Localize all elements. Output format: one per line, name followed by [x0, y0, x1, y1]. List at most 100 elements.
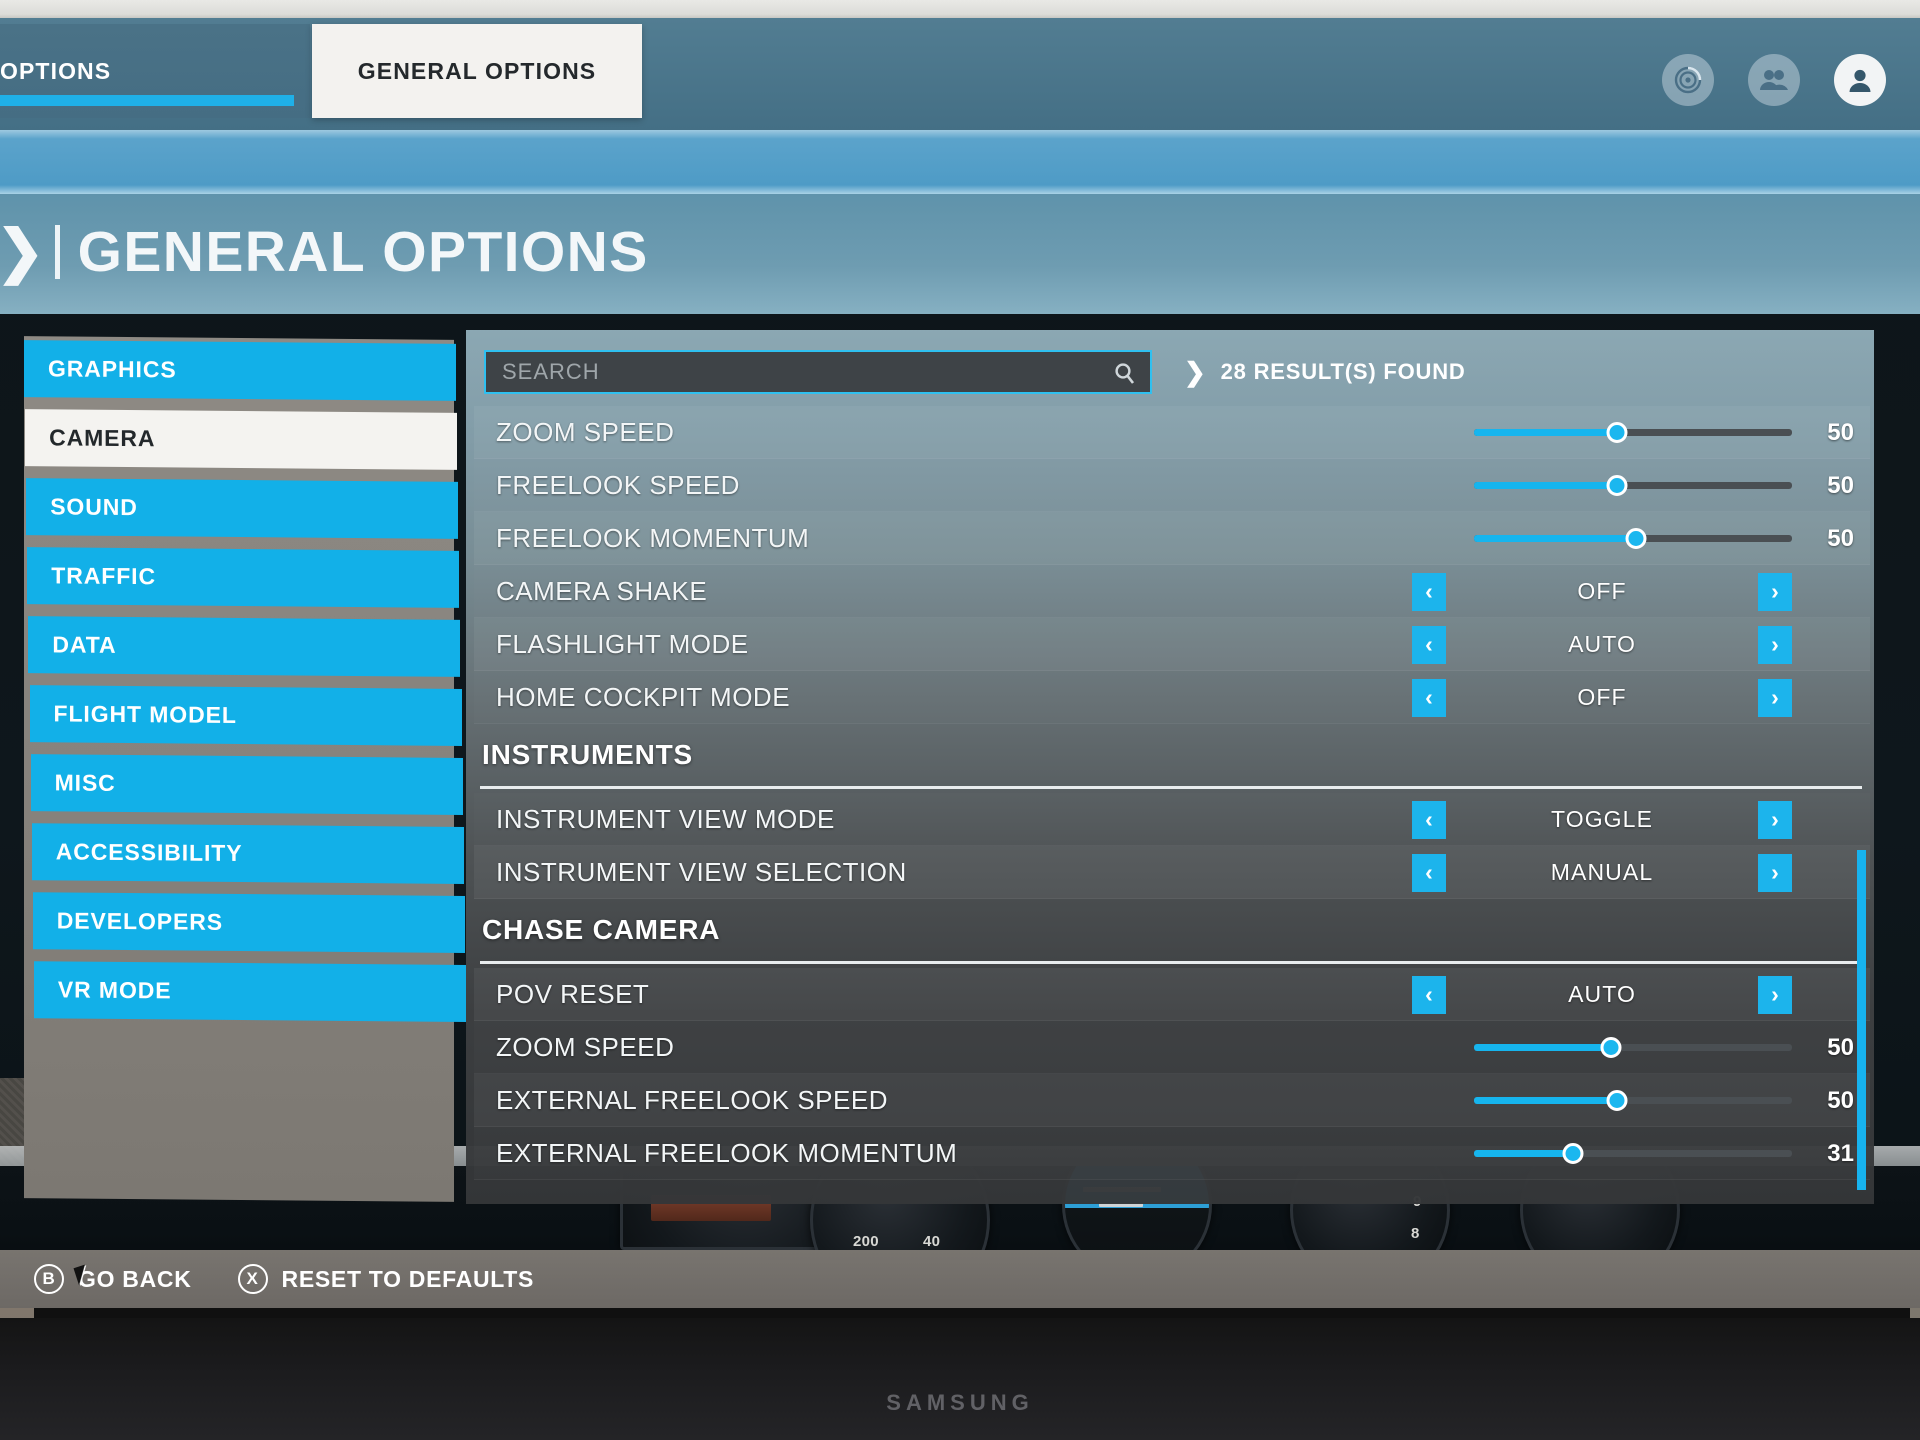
sidebar-item-label: CAMERA	[49, 424, 156, 452]
sidebar-item-camera[interactable]: CAMERA	[25, 409, 458, 470]
selector-prev-arrow-icon[interactable]: ‹	[1412, 853, 1446, 892]
sidebar-item-sound[interactable]: SOUND	[26, 478, 459, 539]
sidebar-item-label: DEVELOPERS	[56, 907, 224, 935]
setting-row[interactable]: EXTERNAL FREELOOK SPEED 50	[474, 1074, 1870, 1127]
selector-prev-arrow-icon[interactable]: ‹	[1412, 678, 1446, 717]
slider-knob[interactable]	[1562, 1143, 1584, 1164]
settings-panel: SEARCH ❯ 28 RESULT(S) FOUND ZOOM SP	[466, 330, 1874, 1204]
tab-general-options-label: GENERAL OPTIONS	[357, 57, 597, 84]
selector-prev-arrow-icon[interactable]: ‹	[1412, 572, 1446, 611]
slider-value: 50	[1827, 524, 1854, 552]
selector-value: MANUAL	[1550, 859, 1654, 885]
setting-row[interactable]: POV RESET ‹ AUTO ›	[474, 968, 1870, 1021]
setting-control: 50	[1474, 459, 1854, 512]
selector-prev-arrow-icon[interactable]: ‹	[1412, 800, 1446, 839]
selector-next-arrow-icon[interactable]: ›	[1758, 625, 1792, 664]
setting-selector: ‹ MANUAL ›	[1412, 853, 1792, 892]
multiplayer-people-icon[interactable]	[1748, 54, 1800, 106]
sidebar-item-label: DATA	[52, 631, 117, 658]
slider-track[interactable]	[1474, 429, 1792, 436]
setting-slider[interactable]	[1474, 1021, 1792, 1074]
selector-next-arrow-icon[interactable]: ›	[1758, 800, 1792, 839]
footer-button-go-back[interactable]: B GO BACK	[34, 1264, 192, 1294]
slider-value: 31	[1827, 1139, 1854, 1167]
setting-control: ‹ MANUAL ›	[1412, 846, 1854, 899]
slider-value: 50	[1827, 1086, 1854, 1114]
sidebar-item-graphics[interactable]: GRAPHICS	[24, 340, 456, 401]
selector-prev-arrow-icon[interactable]: ‹	[1412, 625, 1446, 664]
selector-next-arrow-icon[interactable]: ›	[1758, 678, 1792, 717]
setting-selector: ‹ TOGGLE ›	[1412, 800, 1792, 839]
tab-options-underline	[0, 95, 294, 106]
slider-fill	[1474, 1044, 1611, 1051]
setting-control: 50	[1474, 1074, 1854, 1127]
setting-row[interactable]: INSTRUMENT VIEW SELECTION ‹ MANUAL ›	[474, 846, 1870, 899]
sidebar-item-data[interactable]: DATA	[28, 616, 461, 677]
setting-row[interactable]: FREELOOK MOMENTUM 50	[474, 512, 1870, 565]
setting-slider[interactable]	[1474, 1074, 1792, 1127]
slider-knob[interactable]	[1606, 422, 1628, 443]
setting-row[interactable]: FREELOOK SPEED 50	[474, 459, 1870, 512]
slider-knob[interactable]	[1625, 528, 1647, 549]
slider-knob[interactable]	[1600, 1037, 1622, 1058]
monitor-brand-label: SAMSUNG	[886, 1390, 1034, 1415]
slider-track[interactable]	[1474, 482, 1792, 489]
setting-row[interactable]: CAMERA SHAKE ‹ OFF ›	[474, 565, 1870, 618]
search-row: SEARCH ❯ 28 RESULT(S) FOUND	[484, 344, 1864, 400]
setting-slider[interactable]	[1474, 512, 1792, 565]
setting-label: ZOOM SPEED	[496, 1031, 675, 1062]
sidebar-item-traffic[interactable]: TRAFFIC	[27, 547, 460, 608]
profile-avatar-icon[interactable]	[1834, 54, 1886, 106]
search-icon[interactable]	[1112, 361, 1138, 392]
selector-next-arrow-icon[interactable]: ›	[1758, 853, 1792, 892]
slider-fill	[1474, 1097, 1618, 1104]
setting-selector: ‹ AUTO ›	[1412, 975, 1792, 1014]
page-title-separator	[54, 225, 60, 279]
selector-prev-arrow-icon[interactable]: ‹	[1412, 975, 1446, 1014]
results-chevron-icon: ❯	[1184, 356, 1207, 387]
sidebar-item-developers[interactable]: DEVELOPERS	[32, 892, 465, 953]
page-title-chevron-icon: ❯	[0, 219, 45, 284]
tab-options[interactable]: OPTIONS	[0, 24, 310, 118]
setting-slider[interactable]	[1474, 406, 1792, 459]
gamepad-button-b-icon: B	[34, 1264, 64, 1294]
sidebar-item-label: FLIGHT MODEL	[53, 700, 237, 728]
sidebar-item-accessibility[interactable]: ACCESSIBILITY	[31, 823, 464, 884]
setting-control: ‹ AUTO ›	[1412, 618, 1854, 671]
selector-next-arrow-icon[interactable]: ›	[1758, 572, 1792, 611]
setting-row[interactable]: HOME COCKPIT MODE ‹ OFF ›	[474, 671, 1870, 724]
slider-track[interactable]	[1474, 1150, 1792, 1157]
slider-track[interactable]	[1474, 1097, 1792, 1104]
sidebar-item-misc[interactable]: MISC	[30, 754, 463, 815]
setting-row[interactable]: ZOOM SPEED 50	[474, 406, 1870, 459]
setting-row[interactable]: INSTRUMENT VIEW MODE ‹ TOGGLE ›	[474, 793, 1870, 846]
search-placeholder: SEARCH	[502, 359, 600, 384]
search-input[interactable]: SEARCH	[484, 350, 1152, 394]
radar-icon[interactable]	[1662, 54, 1714, 106]
setting-slider[interactable]	[1474, 459, 1792, 512]
top-tab-bar: OPTIONS GENERAL OPTIONS	[0, 18, 1920, 130]
setting-slider[interactable]	[1474, 1127, 1792, 1180]
slider-knob[interactable]	[1606, 1090, 1628, 1111]
setting-label: FREELOOK SPEED	[496, 469, 740, 500]
setting-label: INSTRUMENT VIEW MODE	[496, 803, 835, 834]
settings-scrollbar[interactable]	[1857, 850, 1866, 1190]
slider-knob[interactable]	[1606, 475, 1628, 496]
setting-row[interactable]: FLASHLIGHT MODE ‹ AUTO ›	[474, 618, 1870, 671]
sidebar-item-flight-model[interactable]: FLIGHT MODEL	[29, 685, 462, 746]
setting-row[interactable]: EXTERNAL FREELOOK MOMENTUM 31	[474, 1127, 1870, 1180]
header-icon-group	[1662, 54, 1886, 106]
setting-label: ZOOM SPEED	[496, 416, 675, 447]
results-label: 28 RESULT(S) FOUND	[1220, 359, 1466, 384]
tab-general-options[interactable]: GENERAL OPTIONS	[312, 24, 642, 118]
selector-value: AUTO	[1568, 631, 1636, 657]
setting-selector: ‹ OFF ›	[1412, 678, 1792, 717]
setting-row[interactable]: ZOOM SPEED 50	[474, 1021, 1870, 1074]
selector-value: OFF	[1577, 578, 1627, 604]
footer-button-reset-to-defaults[interactable]: X RESET TO DEFAULTS	[237, 1264, 535, 1294]
section-header-instruments: INSTRUMENTS	[474, 724, 1870, 786]
sidebar-item-vr-mode[interactable]: VR MODE	[33, 961, 466, 1022]
slider-track[interactable]	[1474, 1044, 1792, 1051]
monitor-bezel-bottom: SAMSUNG	[0, 1318, 1920, 1440]
selector-next-arrow-icon[interactable]: ›	[1758, 975, 1792, 1014]
